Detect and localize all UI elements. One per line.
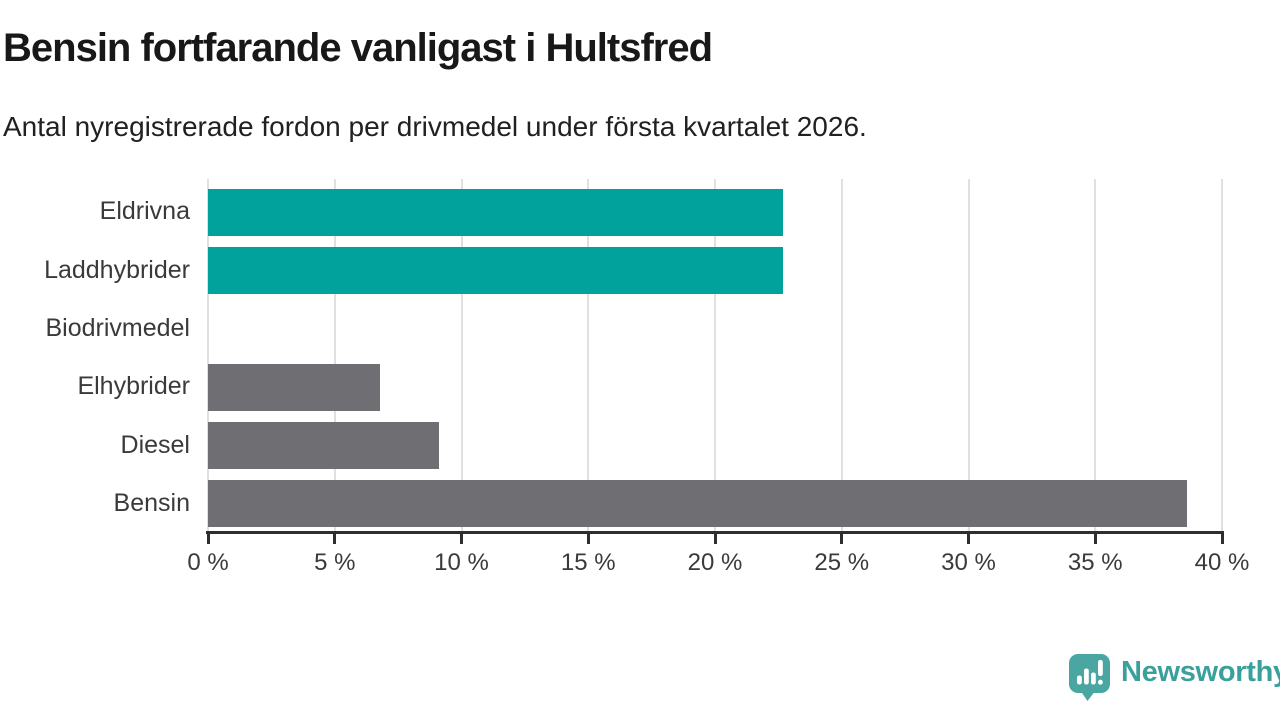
x-axis-tick	[586, 531, 590, 544]
gridline	[587, 179, 590, 534]
x-axis-tick	[1093, 531, 1097, 544]
category-label: Eldrivna	[99, 197, 190, 226]
category-label: Elhybrider	[77, 372, 190, 401]
gridline	[967, 179, 970, 534]
gridline	[714, 179, 716, 534]
category-label: Laddhybrider	[44, 255, 190, 284]
category-label: Bensin	[113, 488, 190, 517]
gridline	[840, 179, 843, 534]
x-axis-tick	[333, 531, 337, 544]
category-label: Diesel	[120, 430, 190, 459]
gridline	[1221, 179, 1223, 534]
x-axis-tick	[460, 531, 463, 544]
x-axis-tick	[1220, 531, 1224, 544]
x-axis-tick	[713, 531, 717, 544]
x-axis-tick-label: 15 %	[560, 549, 616, 576]
gridline	[460, 179, 463, 534]
x-axis-tick	[967, 531, 970, 544]
gridline	[207, 179, 209, 534]
x-axis-tick-label: 20 %	[687, 549, 743, 576]
newsworthy-logo: Newsworthy	[1066, 652, 1280, 702]
bar	[208, 188, 784, 236]
newsworthy-wordmark: Newsworthy	[1121, 656, 1280, 688]
gridline	[333, 179, 336, 534]
x-axis-tick-label: 5 %	[314, 549, 356, 576]
gridline	[1094, 179, 1097, 534]
bar	[208, 247, 784, 294]
chart-title: Bensin fortfarande vanligast i Hultsfred	[3, 26, 713, 70]
x-axis-tick-label: 40 %	[1194, 549, 1250, 576]
x-axis-tick	[840, 531, 844, 544]
bar	[208, 363, 381, 411]
x-axis-tick-label: 10 %	[434, 549, 489, 576]
bar	[208, 422, 439, 469]
x-axis-tick-label: 30 %	[941, 549, 996, 576]
chart-subtitle: Antal nyregistrerade fordon per drivmede…	[3, 111, 867, 142]
x-axis-tick-label: 0 %	[187, 549, 229, 576]
x-axis-tick-label: 35 %	[1067, 549, 1123, 576]
category-label: Biodrivmedel	[45, 313, 190, 342]
bar	[208, 480, 1187, 528]
newsworthy-icon	[1069, 654, 1110, 701]
x-axis-tick	[206, 531, 210, 544]
x-axis-tick-label: 25 %	[814, 549, 870, 576]
